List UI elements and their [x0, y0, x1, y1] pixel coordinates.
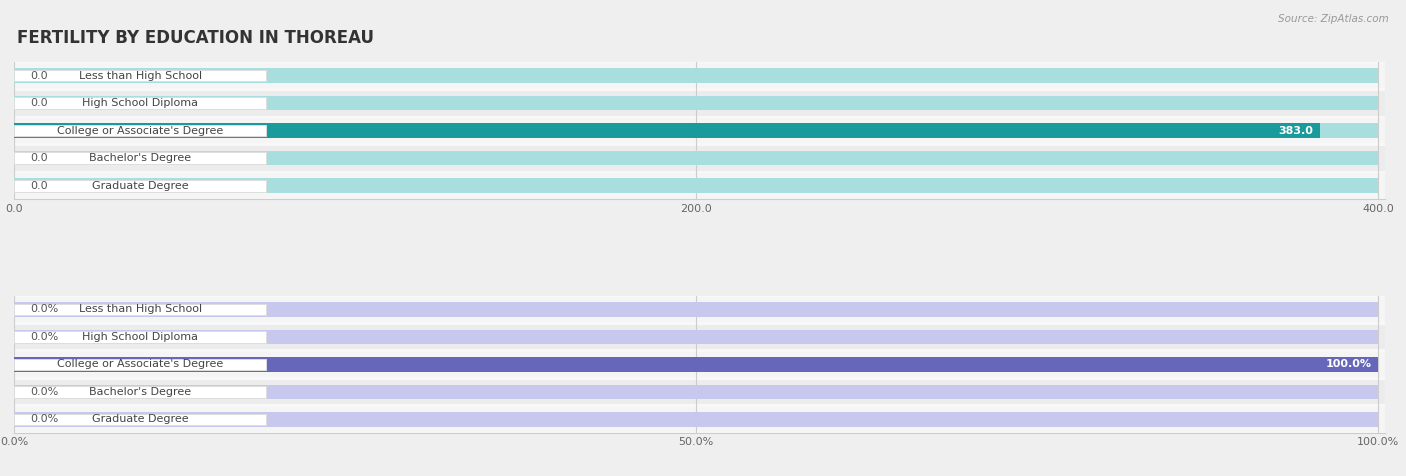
Text: 0.0%: 0.0%	[31, 304, 59, 315]
Bar	[14, 304, 266, 315]
Text: 0.0: 0.0	[31, 70, 48, 80]
Text: Graduate Degree: Graduate Degree	[91, 415, 188, 425]
Text: Graduate Degree: Graduate Degree	[91, 180, 188, 191]
Bar	[14, 357, 1378, 372]
Text: College or Associate's Degree: College or Associate's Degree	[58, 126, 224, 136]
Text: Less than High School: Less than High School	[79, 304, 202, 315]
Text: FERTILITY BY EDUCATION IN THOREAU: FERTILITY BY EDUCATION IN THOREAU	[17, 29, 374, 47]
Text: 0.0: 0.0	[31, 98, 48, 108]
Text: Bachelor's Degree: Bachelor's Degree	[89, 153, 191, 163]
Bar	[14, 302, 1378, 317]
Text: Less than High School: Less than High School	[79, 70, 202, 80]
Text: 0.0%: 0.0%	[31, 415, 59, 425]
Bar	[14, 325, 1406, 349]
Bar	[14, 173, 1406, 198]
Bar	[14, 125, 266, 137]
Text: 383.0: 383.0	[1278, 126, 1313, 136]
Bar	[14, 97, 266, 109]
Bar	[14, 91, 1406, 116]
Bar	[14, 180, 266, 191]
Text: 0.0: 0.0	[31, 180, 48, 191]
Bar	[14, 297, 1406, 322]
Bar	[14, 407, 1406, 432]
Text: Bachelor's Degree: Bachelor's Degree	[89, 387, 191, 397]
Text: Source: ZipAtlas.com: Source: ZipAtlas.com	[1278, 14, 1389, 24]
Bar	[14, 63, 1406, 88]
Text: College or Associate's Degree: College or Associate's Degree	[58, 359, 224, 369]
Bar	[14, 331, 266, 343]
Bar	[14, 385, 1378, 399]
Text: 0.0%: 0.0%	[31, 387, 59, 397]
Bar	[14, 386, 266, 398]
Bar	[14, 358, 266, 370]
Text: High School Diploma: High School Diploma	[82, 332, 198, 342]
Bar	[14, 96, 1378, 110]
Bar	[14, 330, 1378, 344]
Bar	[14, 151, 1378, 165]
Text: 0.0: 0.0	[31, 153, 48, 163]
Bar	[14, 379, 1406, 404]
Bar	[14, 357, 1378, 372]
Text: 100.0%: 100.0%	[1326, 359, 1371, 369]
Bar	[14, 414, 266, 425]
Bar	[14, 123, 1378, 138]
Text: High School Diploma: High School Diploma	[82, 98, 198, 108]
Bar	[14, 352, 1406, 377]
Bar	[14, 123, 1320, 138]
Bar	[14, 146, 1406, 170]
Bar	[14, 69, 1378, 83]
Bar	[14, 118, 1406, 143]
Bar	[14, 152, 266, 164]
Bar	[14, 178, 1378, 193]
Text: 0.0%: 0.0%	[31, 332, 59, 342]
Bar	[14, 412, 1378, 426]
Bar	[14, 70, 266, 81]
